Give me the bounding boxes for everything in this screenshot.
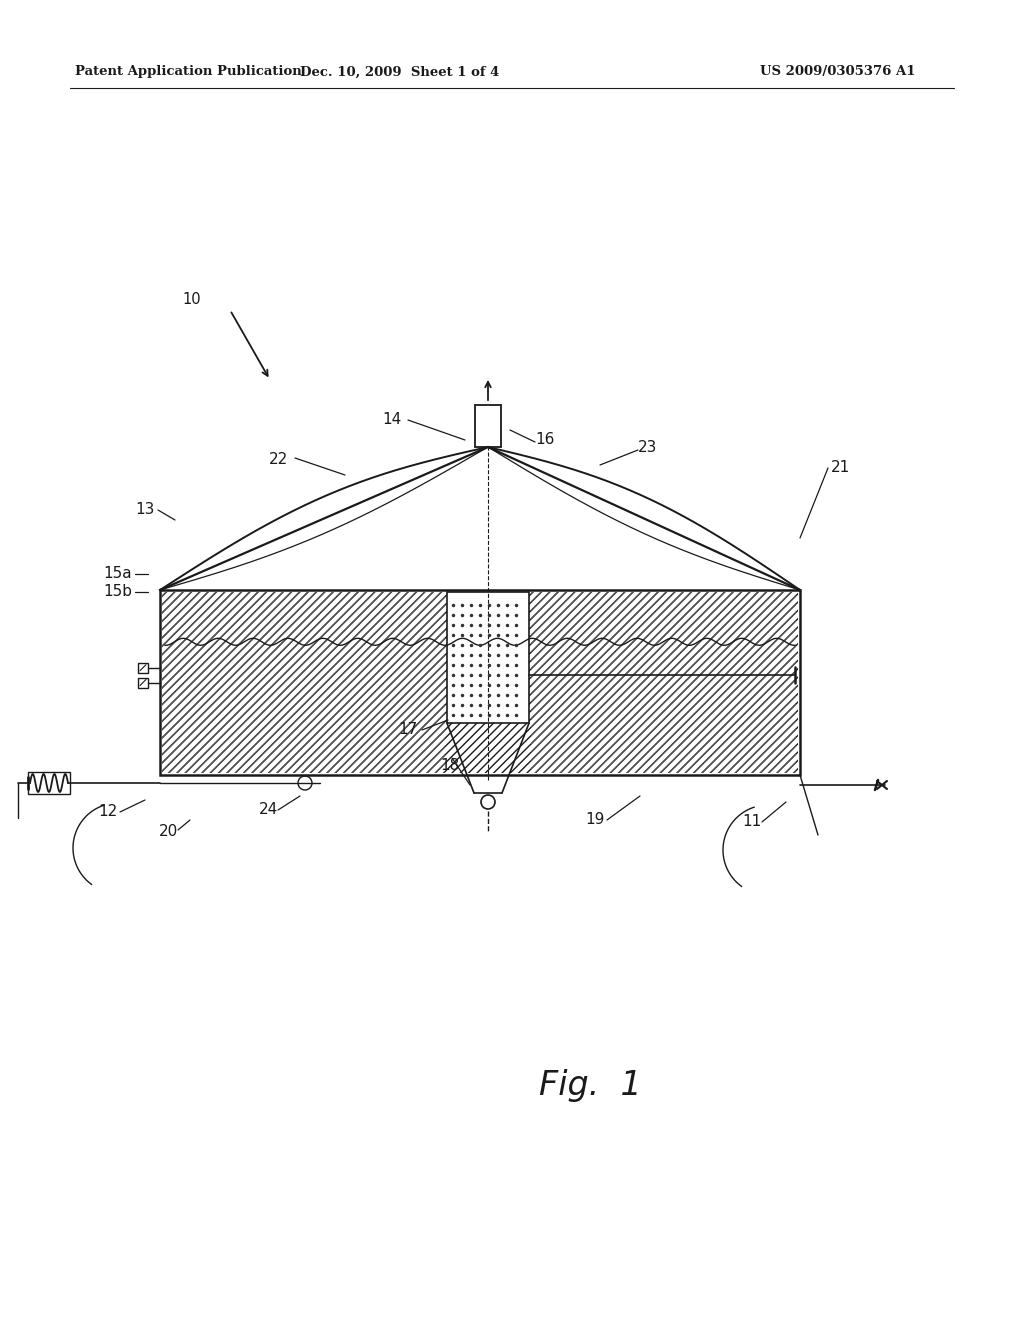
Bar — [28, 772, 70, 795]
Text: 15b: 15b — [103, 585, 132, 599]
Bar — [162, 591, 445, 774]
Text: 21: 21 — [830, 461, 850, 475]
Bar — [475, 405, 501, 447]
Bar — [138, 663, 148, 673]
Text: 24: 24 — [258, 803, 278, 817]
Bar — [160, 590, 800, 775]
Text: 22: 22 — [268, 453, 288, 467]
Text: 17: 17 — [398, 722, 418, 738]
Text: Fig.  1: Fig. 1 — [539, 1068, 641, 1101]
Text: Dec. 10, 2009  Sheet 1 of 4: Dec. 10, 2009 Sheet 1 of 4 — [300, 66, 500, 78]
Text: 19: 19 — [586, 813, 605, 828]
Text: 20: 20 — [159, 825, 177, 840]
Text: 16: 16 — [536, 433, 555, 447]
Text: 15a: 15a — [103, 566, 132, 582]
Text: 10: 10 — [182, 293, 202, 308]
Text: US 2009/0305376 A1: US 2009/0305376 A1 — [760, 66, 915, 78]
Text: Patent Application Publication: Patent Application Publication — [75, 66, 302, 78]
Bar — [447, 591, 529, 723]
Bar — [162, 591, 798, 774]
Text: 13: 13 — [135, 503, 155, 517]
Text: 23: 23 — [638, 441, 657, 455]
Text: 11: 11 — [742, 814, 762, 829]
Bar — [162, 591, 798, 774]
Text: 12: 12 — [98, 804, 118, 820]
Bar — [531, 591, 796, 774]
Text: 14: 14 — [382, 412, 401, 428]
Text: 18: 18 — [440, 758, 460, 772]
Bar — [138, 677, 148, 688]
